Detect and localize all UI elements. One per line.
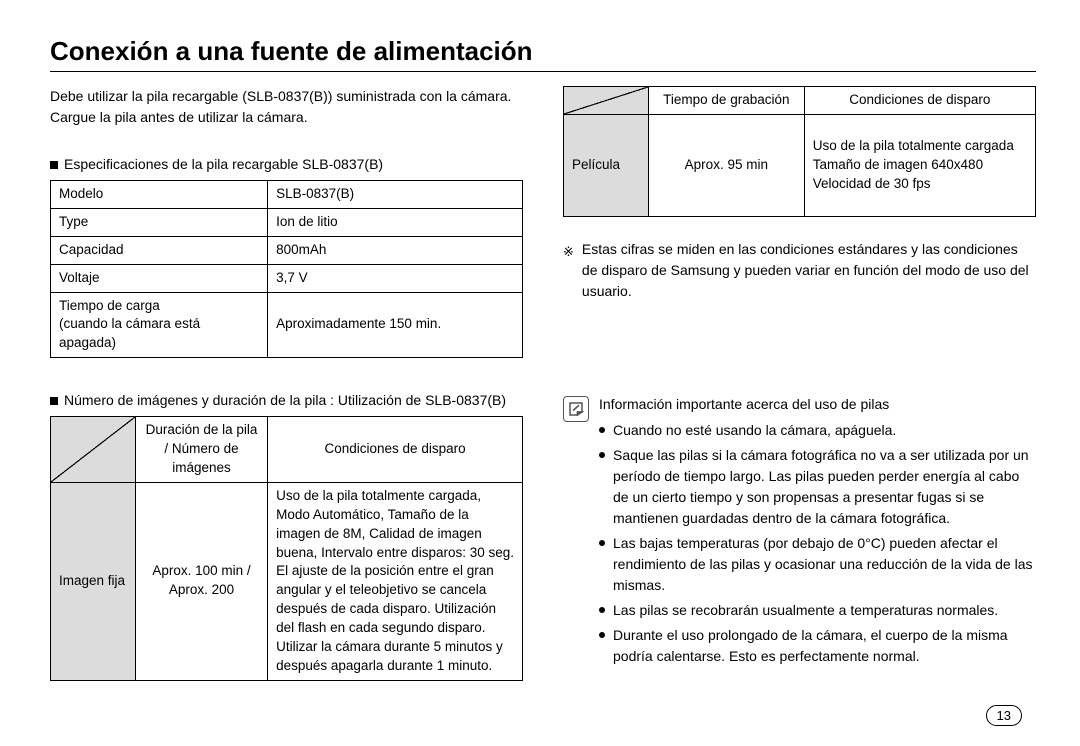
info-block: Información importante acerca del uso de… (563, 394, 1036, 671)
spec-key: Type (51, 208, 268, 236)
movie-header-time: Tiempo de grabación (648, 87, 804, 115)
right-column: Tiempo de grabación Condiciones de dispa… (563, 86, 1036, 681)
reference-mark-icon: ※ (563, 242, 574, 262)
usage-row-conditions: Uso de la pila totalmente cargada, Modo … (268, 482, 523, 680)
info-list-item: Durante el uso prolongado de la cámara, … (599, 625, 1036, 667)
footnote: ※ Estas cifras se miden en las condicion… (563, 239, 1036, 302)
title-rule (50, 71, 1036, 72)
usage-header-diag (51, 417, 136, 483)
bullet-square-icon (50, 161, 58, 169)
info-list: Cuando no esté usando la cámara, apáguel… (599, 420, 1036, 667)
spec-value: SLB-0837(B) (268, 181, 523, 209)
spec-key: Tiempo de carga (cuando la cámara está a… (51, 292, 268, 358)
spec-value: 3,7 V (268, 264, 523, 292)
spec-heading: Especificaciones de la pila recargable S… (50, 156, 523, 172)
spec-key: Voltaje (51, 264, 268, 292)
usage-heading: Número de imágenes y duración de la pila… (50, 392, 523, 408)
page-number: 13 (986, 705, 1022, 726)
movie-row-conditions: Uso de la pila totalmente cargada Tamaño… (804, 114, 1035, 216)
spec-value: 800mAh (268, 236, 523, 264)
footnote-text: Estas cifras se miden en las condiciones… (582, 239, 1036, 302)
usage-table: Duración de la pila / Número de imágenes… (50, 416, 523, 681)
intro-text: Debe utilizar la pila recargable (SLB-08… (50, 86, 523, 128)
usage-header-duration: Duración de la pila / Número de imágenes (135, 417, 267, 483)
movie-row-value: Aprox. 95 min (648, 114, 804, 216)
movie-header-conditions: Condiciones de disparo (804, 87, 1035, 115)
spec-key: Modelo (51, 181, 268, 209)
usage-row-value: Aprox. 100 min / Aprox. 200 (135, 482, 267, 680)
info-content: Información importante acerca del uso de… (599, 394, 1036, 671)
info-list-item: Cuando no esté usando la cámara, apáguel… (599, 420, 1036, 441)
manual-page: Conexión a una fuente de alimentación De… (0, 0, 1080, 746)
spec-table: ModeloSLB-0837(B)TypeIon de litioCapacid… (50, 180, 523, 358)
info-list-item: Las pilas se recobrarán usualmente a tem… (599, 600, 1036, 621)
movie-row-label: Película (564, 114, 649, 216)
movie-table: Tiempo de grabación Condiciones de dispa… (563, 86, 1036, 217)
page-title: Conexión a una fuente de alimentación (50, 36, 1036, 67)
usage-header-conditions: Condiciones de disparo (268, 417, 523, 483)
info-heading: Información importante acerca del uso de… (599, 394, 1036, 414)
spec-key: Capacidad (51, 236, 268, 264)
spec-heading-text: Especificaciones de la pila recargable S… (64, 156, 383, 172)
movie-header-diag (564, 87, 649, 115)
usage-row-label: Imagen fija (51, 482, 136, 680)
usage-heading-text: Número de imágenes y duración de la pila… (64, 392, 506, 408)
info-list-item: Las bajas temperaturas (por debajo de 0°… (599, 533, 1036, 596)
note-icon (563, 396, 589, 422)
spec-value: Aproximadamente 150 min. (268, 292, 523, 358)
left-column: Debe utilizar la pila recargable (SLB-08… (50, 86, 523, 681)
bullet-square-icon (50, 397, 58, 405)
info-list-item: Saque las pilas si la cámara fotográfica… (599, 445, 1036, 529)
two-column-layout: Debe utilizar la pila recargable (SLB-08… (50, 86, 1036, 681)
spec-value: Ion de litio (268, 208, 523, 236)
